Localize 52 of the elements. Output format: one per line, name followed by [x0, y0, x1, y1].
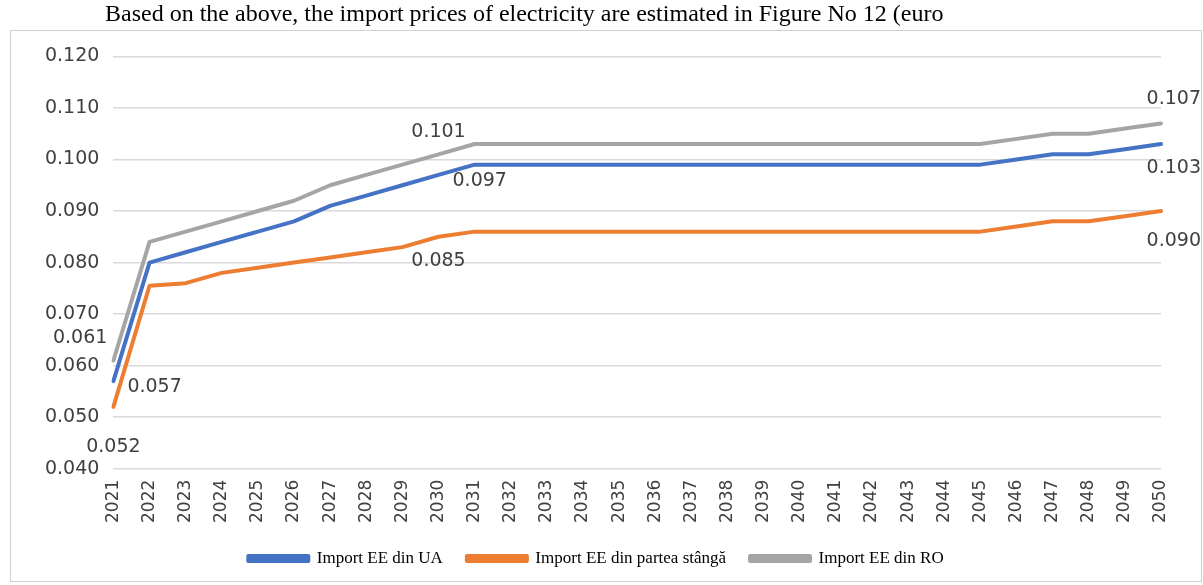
x-tick-label: 2040	[788, 479, 809, 523]
x-tick-label: 2045	[968, 479, 989, 523]
x-tick-label: 2047	[1041, 479, 1062, 523]
legend-label: Import EE din partea stângă	[535, 547, 727, 567]
x-tick-label: 2039	[752, 479, 773, 523]
data-label: 0.052	[86, 433, 141, 456]
x-tick-label: 2042	[860, 479, 881, 523]
x-tick-label: 2050	[1149, 479, 1170, 523]
x-tick-label: 2026	[282, 479, 303, 523]
x-tick-label: 2027	[318, 479, 339, 523]
x-tick-label: 2031	[463, 479, 484, 523]
x-tick-label: 2049	[1113, 479, 1134, 523]
y-tick-label: 0.110	[44, 94, 100, 117]
legend-label: Import EE din UA	[316, 547, 444, 567]
data-label: 0.101	[411, 119, 466, 142]
x-tick-label: 2041	[824, 479, 845, 523]
data-label: 0.057	[127, 374, 182, 397]
legend-label: Import EE din RO	[818, 547, 944, 567]
y-tick-label: 0.080	[44, 249, 100, 272]
x-tick-label: 2021	[101, 479, 122, 523]
data-label: 0.085	[411, 247, 466, 270]
x-tick-label: 2022	[137, 479, 158, 523]
x-tick-label: 2023	[174, 479, 195, 523]
x-tick-label: 2043	[896, 479, 917, 523]
x-tick-label: 2034	[571, 479, 592, 523]
text: Based on the above, the import prices of electricity are estimated in Figure No 12 (euro	[104, 0, 945, 26]
x-tick-label: 2044	[932, 479, 953, 523]
x-tick-label: 2029	[390, 479, 411, 523]
data-label: 0.090	[1146, 227, 1201, 250]
data-label: 0.107	[1146, 86, 1201, 109]
x-tick-label: 2046	[1004, 479, 1025, 523]
x-tick-label: 2028	[354, 479, 375, 523]
x-tick-label: 2032	[499, 479, 520, 523]
y-tick-label: 0.050	[44, 404, 100, 427]
x-tick-label: 2037	[679, 479, 700, 523]
y-tick-label: 0.060	[44, 352, 100, 375]
x-tick-label: 2038	[715, 479, 736, 523]
y-tick-label: 0.070	[44, 301, 100, 324]
y-tick-label: 0.100	[44, 146, 100, 169]
y-tick-label: 0.040	[44, 455, 100, 478]
y-tick-label: 0.090	[44, 197, 100, 220]
x-tick-label: 2024	[210, 479, 231, 523]
data-label: 0.097	[452, 167, 507, 190]
x-tick-label: 2033	[535, 479, 556, 523]
data-label: 0.103	[1146, 154, 1201, 177]
x-tick-label: 2036	[643, 479, 664, 523]
y-tick-label: 0.120	[44, 43, 100, 66]
x-tick-label: 2048	[1077, 479, 1098, 523]
x-tick-label: 2035	[607, 479, 628, 523]
x-tick-label: 2030	[426, 479, 447, 523]
data-label: 0.061	[52, 325, 108, 348]
x-tick-label: 2025	[246, 479, 267, 523]
